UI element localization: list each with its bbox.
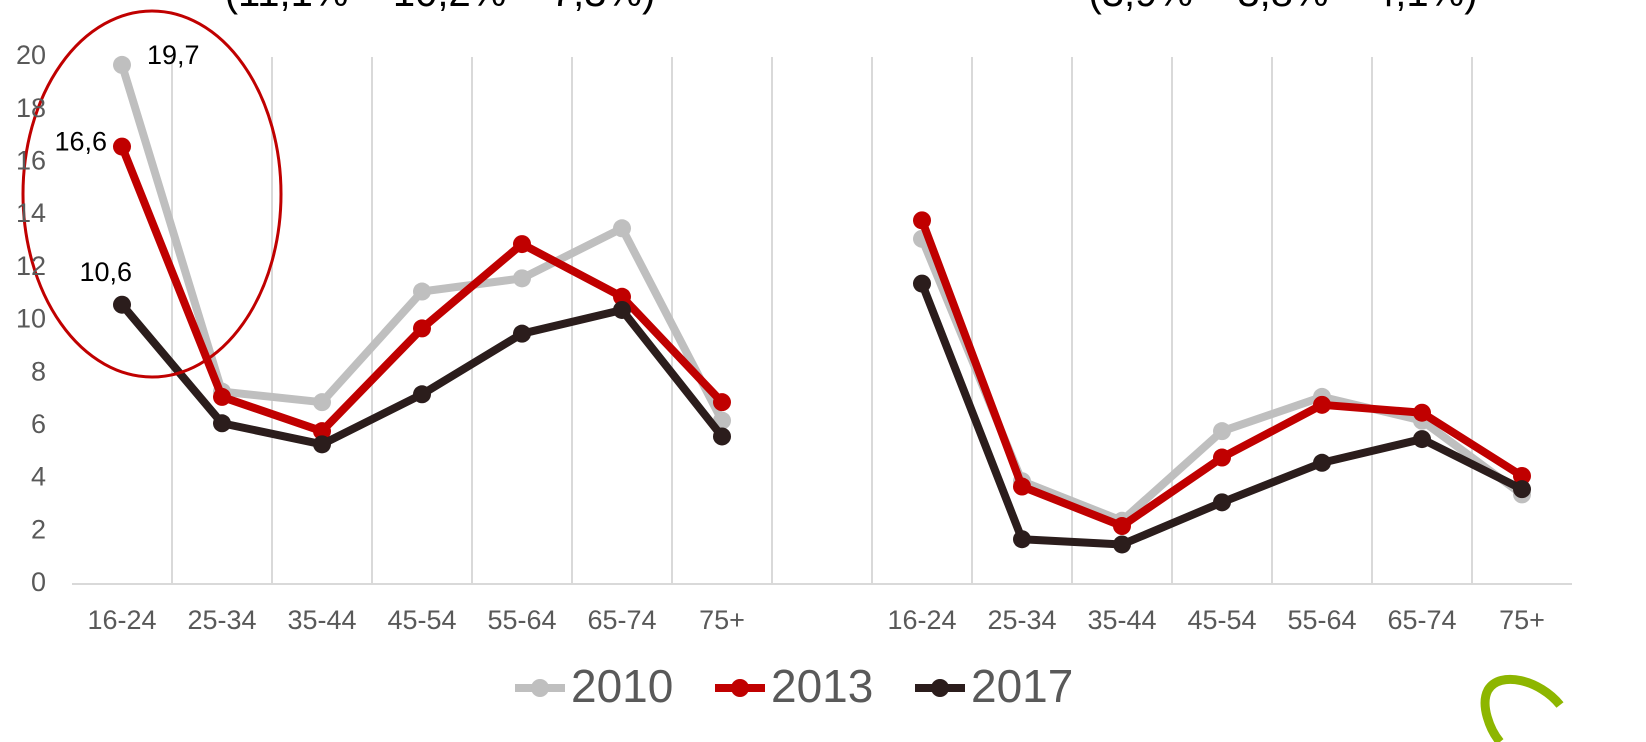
data-point [313, 393, 331, 412]
data-point [413, 319, 431, 338]
y-tick-label: 6 [31, 409, 46, 439]
y-tick-label: 18 [16, 93, 46, 123]
data-point [1013, 477, 1031, 496]
data-point [1113, 535, 1131, 554]
y-tick-label: 2 [31, 514, 46, 544]
series-line [918, 218, 1525, 531]
x-tick-label: 75+ [1499, 605, 1545, 635]
annotation: (11,1% – 10,2% – 7,3%) [225, 0, 656, 15]
x-tick-label: 45-54 [387, 605, 456, 635]
annotation: (3,9% – 3,8% – 4,1%) [1088, 0, 1477, 15]
data-label: 10,6 [79, 257, 132, 287]
data-point [513, 269, 531, 288]
data-point [113, 295, 131, 314]
data-point [1213, 493, 1231, 512]
x-tick-label: 25-34 [187, 605, 256, 635]
legend-marker [731, 679, 749, 697]
y-tick-label: 8 [31, 356, 46, 386]
data-point [713, 393, 731, 412]
x-tick-label: 55-64 [487, 605, 556, 635]
y-tick-label: 16 [16, 146, 46, 176]
x-tick-label: 55-64 [1287, 605, 1356, 635]
legend-label: 2017 [971, 660, 1073, 712]
x-tick-label: 16-24 [887, 605, 956, 635]
data-point [1413, 430, 1431, 449]
x-tick-label: 65-74 [1387, 605, 1456, 635]
data-point [113, 55, 131, 74]
legend-label: 2010 [571, 660, 673, 712]
data-point [613, 219, 631, 238]
x-tick-label: 16-24 [87, 605, 156, 635]
x-tick-label: 35-44 [287, 605, 356, 635]
legend-label: 2013 [771, 660, 873, 712]
data-point [1313, 395, 1331, 414]
y-tick-label: 14 [16, 198, 46, 228]
data-point [1213, 448, 1231, 467]
y-tick-label: 0 [31, 567, 46, 597]
data-point [1213, 422, 1231, 441]
data-point [1313, 453, 1331, 472]
x-tick-label: 65-74 [587, 605, 656, 635]
data-point [1413, 403, 1431, 422]
highlight-ellipse [21, 9, 283, 379]
y-tick-label: 12 [16, 251, 46, 281]
logo [1480, 674, 1564, 742]
legend-marker [531, 679, 549, 697]
data-point [313, 435, 331, 454]
y-tick-label: 4 [31, 462, 46, 492]
data-label: 19,7 [147, 40, 200, 70]
series-line [918, 237, 1525, 525]
x-tick-label: 75+ [699, 605, 745, 635]
data-point [1513, 480, 1531, 499]
y-tick-label: 10 [16, 304, 46, 334]
x-tick-label: 35-44 [1087, 605, 1156, 635]
x-tick-label: 45-54 [1187, 605, 1256, 635]
data-point [513, 324, 531, 343]
data-point [513, 235, 531, 254]
data-point [413, 385, 431, 404]
data-point [313, 422, 331, 441]
data-label: 16,6 [54, 127, 107, 157]
data-point [913, 211, 931, 230]
data-point [613, 287, 631, 306]
data-point [1013, 530, 1031, 549]
legend-marker [931, 679, 949, 697]
data-point [213, 414, 231, 433]
data-point [713, 427, 731, 446]
x-tick-label: 25-34 [987, 605, 1056, 635]
data-point [913, 274, 931, 293]
data-point [1513, 466, 1531, 485]
data-point [113, 137, 131, 156]
data-point [613, 300, 631, 319]
data-point [213, 387, 231, 406]
data-point [1113, 517, 1131, 536]
data-point [413, 282, 431, 301]
y-tick-label: 20 [16, 40, 46, 70]
